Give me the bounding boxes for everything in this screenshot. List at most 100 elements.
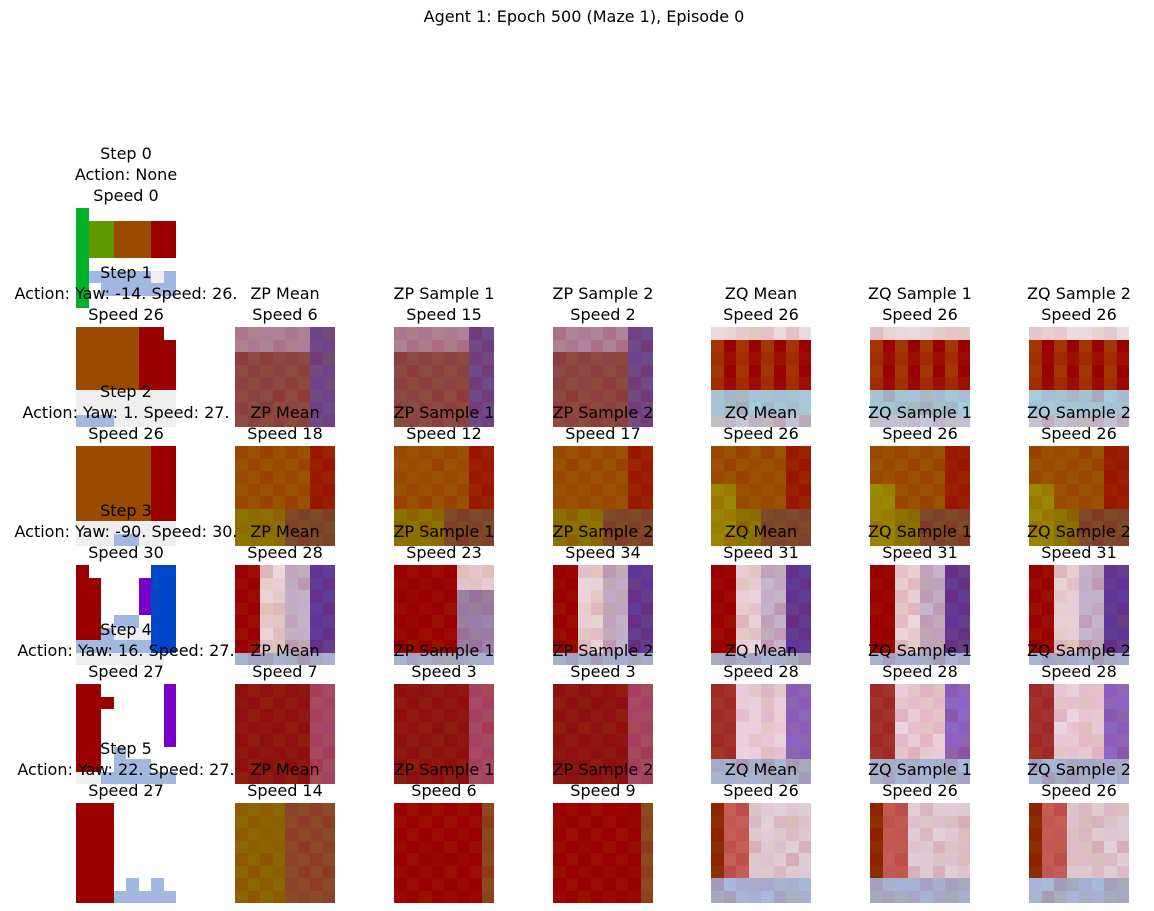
step-2-zq-sample-1-speed: Speed 26 xyxy=(882,424,958,443)
step-5-zq-sample-2-image xyxy=(1029,803,1129,903)
step-5-zp-mean-title: ZP Mean xyxy=(250,760,320,779)
step-5-zp-sample-1-title: ZP Sample 1 xyxy=(393,760,495,779)
step-2-zq-sample-2-title: ZQ Sample 2 xyxy=(1027,403,1131,422)
figure-title: Agent 1: Epoch 500 (Maze 1), Episode 0 xyxy=(423,7,745,26)
step-1-action-label: Action: Yaw: -14. Speed: 26. xyxy=(14,284,238,303)
step-1-zp-sample-1-title: ZP Sample 1 xyxy=(393,284,495,303)
step-0-label: Step 0 xyxy=(100,144,152,163)
step-1-speed-label: Speed 26 xyxy=(88,305,164,324)
step-3-action-label: Action: Yaw: -90. Speed: 30. xyxy=(14,522,238,541)
step-1-zp-mean-speed: Speed 6 xyxy=(252,305,318,324)
step-5-zq-sample-1-title: ZQ Sample 1 xyxy=(868,760,972,779)
step-5-observation-image xyxy=(76,803,176,903)
step-3-zp-sample-1-image xyxy=(394,565,494,665)
step-5-zp-sample-2-speed: Speed 9 xyxy=(570,781,636,800)
step-2-zq-mean-title: ZQ Mean xyxy=(724,403,798,422)
step-5-zq-mean-image xyxy=(711,803,811,903)
step-3-label: Step 3 xyxy=(100,501,152,520)
step-4-zp-mean-speed: Speed 7 xyxy=(252,662,318,681)
step-2-zq-mean-speed: Speed 26 xyxy=(723,424,799,443)
step-1-label: Step 1 xyxy=(100,263,152,282)
step-3-zq-sample-1-image xyxy=(870,565,970,665)
step-4-zp-sample-1-title: ZP Sample 1 xyxy=(393,641,495,660)
step-4-zp-sample-1-speed: Speed 3 xyxy=(411,662,477,681)
step-2-zp-sample-2-speed: Speed 17 xyxy=(565,424,641,443)
step-3-zq-sample-1-speed: Speed 31 xyxy=(882,543,958,562)
step-4-zp-sample-1-image xyxy=(394,684,494,784)
step-2-zp-sample-1-title: ZP Sample 1 xyxy=(393,403,495,422)
step-0-action-label: Action: None xyxy=(74,165,178,184)
step-1-zq-sample-1-speed: Speed 26 xyxy=(882,305,958,324)
step-2-zq-sample-1-image xyxy=(870,446,970,546)
step-4-zp-mean-image xyxy=(235,684,335,784)
step-4-zp-sample-2-title: ZP Sample 2 xyxy=(552,641,654,660)
step-1-zp-sample-1-speed: Speed 15 xyxy=(406,305,482,324)
step-1-zq-mean-image xyxy=(711,327,811,427)
step-4-speed-label: Speed 27 xyxy=(88,662,164,681)
step-5-speed-label: Speed 27 xyxy=(88,781,164,800)
step-3-zp-sample-2-image xyxy=(553,565,653,665)
step-1-zp-sample-1-image xyxy=(394,327,494,427)
step-5-zq-mean-title: ZQ Mean xyxy=(724,760,798,779)
step-3-zp-mean-speed: Speed 28 xyxy=(247,543,323,562)
step-3-zp-mean-title: ZP Mean xyxy=(250,522,320,541)
step-1-zp-sample-2-speed: Speed 2 xyxy=(570,305,636,324)
step-2-zp-mean-image xyxy=(235,446,335,546)
step-5-zp-sample-1-image xyxy=(394,803,494,903)
step-4-zp-sample-2-speed: Speed 3 xyxy=(570,662,636,681)
step-3-zq-sample-2-image xyxy=(1029,565,1129,665)
step-3-zp-sample-2-title: ZP Sample 2 xyxy=(552,522,654,541)
step-1-zp-mean-image xyxy=(235,327,335,427)
step-2-label: Step 2 xyxy=(100,382,152,401)
step-2-zp-sample-1-image xyxy=(394,446,494,546)
step-5-zp-mean-image xyxy=(235,803,335,903)
step-3-zq-sample-1-title: ZQ Sample 1 xyxy=(868,522,972,541)
step-3-zp-sample-1-speed: Speed 23 xyxy=(406,543,482,562)
step-4-zq-mean-speed: Speed 28 xyxy=(723,662,799,681)
step-3-zq-sample-2-title: ZQ Sample 2 xyxy=(1027,522,1131,541)
step-5-zq-mean-speed: Speed 26 xyxy=(723,781,799,800)
step-3-zq-mean-title: ZQ Mean xyxy=(724,522,798,541)
step-3-observation-image xyxy=(76,565,176,665)
step-2-speed-label: Speed 26 xyxy=(88,424,164,443)
step-5-zp-sample-2-title: ZP Sample 2 xyxy=(552,760,654,779)
step-1-zq-sample-2-speed: Speed 26 xyxy=(1041,305,1117,324)
step-5-zq-sample-2-title: ZQ Sample 2 xyxy=(1027,760,1131,779)
step-3-zp-sample-1-title: ZP Sample 1 xyxy=(393,522,495,541)
step-1-zp-sample-2-title: ZP Sample 2 xyxy=(552,284,654,303)
step-2-zq-sample-1-title: ZQ Sample 1 xyxy=(868,403,972,422)
step-2-zp-sample-1-speed: Speed 12 xyxy=(406,424,482,443)
step-1-zq-sample-1-title: ZQ Sample 1 xyxy=(868,284,972,303)
step-1-zq-sample-2-image xyxy=(1029,327,1129,427)
step-1-zq-mean-speed: Speed 26 xyxy=(723,305,799,324)
step-1-zp-sample-2-image xyxy=(553,327,653,427)
step-5-zp-sample-2-image xyxy=(553,803,653,903)
step-3-zq-sample-2-speed: Speed 31 xyxy=(1041,543,1117,562)
step-0-observation-image xyxy=(76,208,176,308)
step-4-zq-sample-2-image xyxy=(1029,684,1129,784)
step-1-zq-sample-2-title: ZQ Sample 2 xyxy=(1027,284,1131,303)
step-4-zp-mean-title: ZP Mean xyxy=(250,641,320,660)
step-3-zq-mean-speed: Speed 31 xyxy=(723,543,799,562)
step-2-zp-sample-2-image xyxy=(553,446,653,546)
step-3-zp-mean-image xyxy=(235,565,335,665)
step-2-zq-sample-2-speed: Speed 26 xyxy=(1041,424,1117,443)
step-2-zq-mean-image xyxy=(711,446,811,546)
step-4-zq-mean-image xyxy=(711,684,811,784)
step-1-zq-sample-1-image xyxy=(870,327,970,427)
step-4-zq-sample-1-image xyxy=(870,684,970,784)
step-1-zp-mean-title: ZP Mean xyxy=(250,284,320,303)
step-4-observation-image xyxy=(76,684,176,784)
step-2-zp-sample-2-title: ZP Sample 2 xyxy=(552,403,654,422)
step-5-zq-sample-2-speed: Speed 26 xyxy=(1041,781,1117,800)
step-3-zq-mean-image xyxy=(711,565,811,665)
step-0-speed-label: Speed 0 xyxy=(93,186,159,205)
step-4-zq-sample-2-title: ZQ Sample 2 xyxy=(1027,641,1131,660)
step-5-zq-sample-1-image xyxy=(870,803,970,903)
step-4-label: Step 4 xyxy=(100,620,152,639)
step-3-zp-sample-2-speed: Speed 34 xyxy=(565,543,641,562)
step-2-zq-sample-2-image xyxy=(1029,446,1129,546)
step-5-label: Step 5 xyxy=(100,739,152,758)
step-1-zq-mean-title: ZQ Mean xyxy=(724,284,798,303)
step-5-zp-sample-1-speed: Speed 6 xyxy=(411,781,477,800)
